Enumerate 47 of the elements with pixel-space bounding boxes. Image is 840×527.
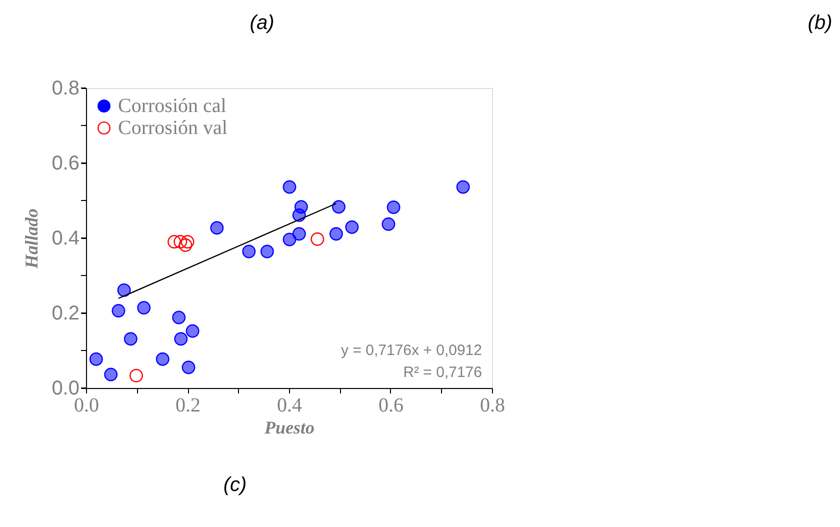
point [456,180,470,194]
x-tick-label: 0.8 [480,394,505,416]
point [104,368,118,382]
x-tick-label: 0.4 [277,394,302,416]
point [180,235,194,248]
y-tick-label: 0.8 [52,78,80,100]
point [345,220,359,234]
y-tick-label: 0.2 [52,302,80,324]
point [210,221,224,235]
point [282,232,296,246]
point [124,332,138,346]
y-tick-label: 0.6 [52,152,80,174]
point [186,324,200,338]
x-axis-title: Puesto [263,418,315,438]
point [89,352,103,366]
point [112,304,126,318]
point [130,368,143,382]
point [329,227,343,241]
x-tick-label: 0.2 [176,394,200,416]
point [282,180,296,194]
point [117,283,131,297]
point [172,310,186,324]
point [332,200,346,214]
point [137,301,151,314]
point [174,235,188,248]
point [294,200,308,214]
point [310,232,324,246]
point [182,360,196,374]
point [178,238,192,252]
point [386,200,400,214]
point [156,352,170,366]
y-tick-label: 0.4 [52,228,80,250]
y-axis-title: Hallado [22,208,42,270]
text: (a) [250,12,274,34]
point [242,244,256,258]
point [168,235,182,248]
point [382,217,396,231]
point [260,244,274,258]
x-tick-label: 0.6 [378,394,404,416]
annotation: y = 0,7176x + 0,0912 [341,342,482,359]
legend-label: Corrosión val [118,117,228,139]
point [174,332,188,346]
text: (c) [223,474,247,496]
legend-label: Corrosión cal [118,95,227,117]
text: (b) [808,12,832,34]
annotation: R² = 0,7176 [403,364,482,381]
point [292,227,306,241]
